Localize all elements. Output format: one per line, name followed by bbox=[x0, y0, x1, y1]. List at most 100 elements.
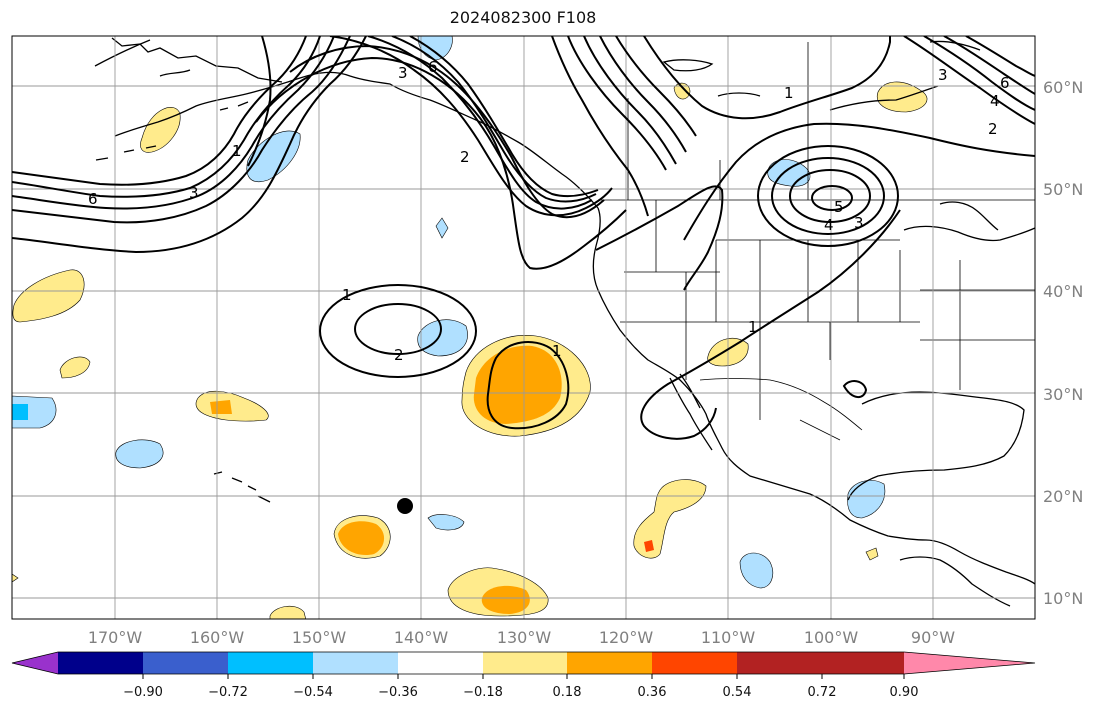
contour-labels: 6 3 1 3 6 2 1 2 4 6 3 5 4 3 1 2 1 1 bbox=[88, 58, 1010, 364]
colorbar-segment bbox=[228, 652, 313, 674]
contour-line bbox=[289, 44, 605, 219]
contour-line bbox=[12, 36, 335, 210]
contour-line bbox=[599, 36, 687, 153]
contour-low-ring bbox=[771, 157, 885, 235]
contour-label: 5 bbox=[834, 198, 844, 216]
map-background bbox=[12, 36, 1035, 619]
positive-anomaly-area bbox=[140, 107, 181, 153]
contour-label: 4 bbox=[990, 92, 1000, 110]
positive-anomaly-core bbox=[210, 400, 232, 414]
contour-low-ring bbox=[789, 169, 871, 223]
negative-anomaly-core bbox=[12, 404, 28, 420]
coastline-alaska-north bbox=[111, 37, 283, 83]
storm-position-marker bbox=[397, 498, 413, 514]
coastline-west-america bbox=[592, 207, 1035, 585]
negative-anomaly-area bbox=[435, 217, 449, 239]
colorbar-segment bbox=[143, 652, 228, 674]
coastlines bbox=[94, 37, 1035, 607]
positive-anomaly-core bbox=[338, 521, 385, 556]
lat-label: 10°N bbox=[1043, 589, 1083, 608]
contour-line bbox=[965, 36, 1035, 77]
colorbar-tick-label: −0.54 bbox=[293, 685, 333, 700]
contour-line bbox=[583, 36, 677, 165]
contour-label: 2 bbox=[988, 120, 998, 138]
positive-anomaly-area bbox=[876, 81, 928, 113]
contour-line bbox=[391, 36, 597, 203]
positive-anomaly-core bbox=[481, 585, 530, 614]
negative-anomaly-area bbox=[115, 439, 164, 469]
contour-label: 6 bbox=[1000, 74, 1010, 92]
colorbar-tick-label: −0.36 bbox=[378, 685, 418, 700]
latitude-labels: 60°N 50°N 40°N 30°N 20°N 10°N bbox=[1043, 78, 1083, 608]
contour-line bbox=[683, 122, 1035, 241]
colorbar-tick-label: −0.18 bbox=[463, 685, 503, 700]
lon-label: 110°W bbox=[701, 628, 756, 647]
contour-label: 1 bbox=[342, 286, 352, 304]
lon-label: 170°W bbox=[88, 628, 143, 647]
contour-line bbox=[903, 36, 1035, 125]
border-us-states bbox=[620, 200, 1035, 390]
coastline-arctic-island bbox=[662, 59, 714, 72]
contour-line bbox=[367, 36, 593, 210]
positive-anomaly-area bbox=[633, 479, 707, 559]
contour-line bbox=[12, 36, 307, 186]
contour-line bbox=[643, 36, 891, 120]
colorbar-segment bbox=[313, 652, 398, 674]
contour-line bbox=[12, 36, 351, 224]
height-contours bbox=[12, 36, 1035, 440]
contour-label: 1 bbox=[748, 318, 758, 336]
contour-high-inner bbox=[354, 303, 442, 355]
map-title: 2024082300 F108 bbox=[449, 8, 597, 27]
contour-label: 1 bbox=[232, 142, 242, 160]
positive-anomaly-area bbox=[59, 356, 91, 379]
colorbar-tick-label: −0.72 bbox=[208, 685, 248, 700]
contour-label: 2 bbox=[394, 346, 404, 364]
coastline-canada-north bbox=[829, 85, 939, 111]
lon-label: 160°W bbox=[190, 628, 245, 647]
colorbar-segment bbox=[58, 652, 143, 674]
contour-label: 3 bbox=[938, 66, 948, 84]
longitude-labels: 170°W 160°W 150°W 140°W 130°W 120°W 110°… bbox=[88, 628, 955, 647]
contour-label: 1 bbox=[552, 342, 562, 360]
positive-anomaly-core bbox=[644, 540, 654, 552]
coastline-arctic-island bbox=[717, 92, 761, 97]
coastline-alaska bbox=[94, 39, 599, 209]
contour-label: 3 bbox=[398, 64, 408, 82]
political-borders bbox=[598, 42, 1035, 441]
colorbar-segment bbox=[567, 652, 652, 674]
colorbar-tick-label: 0.36 bbox=[638, 685, 667, 700]
contour-label: 3 bbox=[854, 214, 864, 232]
coastline-aleutians bbox=[95, 101, 249, 161]
lat-label: 30°N bbox=[1043, 385, 1083, 404]
contour-line bbox=[247, 36, 272, 167]
contour-label: 1 bbox=[784, 84, 794, 102]
contour-high-outer bbox=[319, 284, 477, 378]
colorbar-segment bbox=[398, 652, 483, 674]
contour-low-inner bbox=[811, 185, 853, 211]
colorbar-segment bbox=[737, 652, 822, 674]
colorbar-tick-label: −0.90 bbox=[123, 685, 163, 700]
contour-line bbox=[943, 36, 1035, 95]
contour-line bbox=[595, 185, 724, 291]
contour-line bbox=[615, 36, 697, 137]
colorbar-tick-label: 0.90 bbox=[890, 685, 919, 700]
negative-anomaly-area bbox=[739, 552, 773, 589]
border-mexico-states bbox=[759, 380, 841, 441]
lat-label: 50°N bbox=[1043, 180, 1083, 199]
contour-label: 2 bbox=[460, 148, 470, 166]
coastline-hawaii bbox=[213, 471, 271, 503]
negative-anomaly-area bbox=[427, 514, 465, 531]
contour-line bbox=[842, 380, 868, 398]
coastline-hudson-south bbox=[939, 201, 999, 231]
contour-line bbox=[640, 209, 901, 440]
colorbar-segment bbox=[652, 652, 737, 674]
contour-line bbox=[255, 56, 627, 270]
contour-label: 3 bbox=[189, 184, 199, 202]
contour-line bbox=[567, 36, 667, 171]
lat-label: 60°N bbox=[1043, 78, 1083, 97]
map-frame bbox=[11, 35, 1036, 620]
colorbar: −0.90 −0.72 −0.54 −0.36 −0.18 0.18 0.36 … bbox=[11, 651, 1036, 700]
colorbar-tick-label: 0.72 bbox=[808, 685, 837, 700]
contour-label: 6 bbox=[88, 190, 98, 208]
